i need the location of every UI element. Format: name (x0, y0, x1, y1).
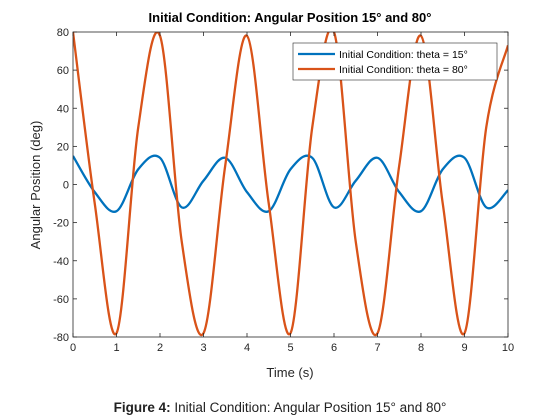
caption-label: Figure 4: (113, 400, 171, 415)
x-tick-label: 9 (461, 342, 467, 354)
y-tick-label: 20 (57, 141, 69, 153)
x-tick-label: 7 (374, 342, 380, 354)
axes-layer: 0 1 2 3 4 5 6 7 8 9 10 -80 -60 -40 -20 0 20 40 60 80 (53, 27, 514, 354)
x-tick-label: 5 (287, 342, 293, 354)
x-axis-label: Time (s) (266, 365, 313, 380)
x-tick-label: 6 (331, 342, 337, 354)
y-tick-label: 60 (57, 65, 69, 77)
series-line-1 (73, 154, 508, 213)
y-axis-label: Angular Position (deg) (28, 121, 43, 250)
legend-entry-1: Initial Condition: theta = 15° (339, 49, 468, 61)
x-tick-label: 0 (70, 342, 76, 354)
caption-text: Initial Condition: Angular Position 15° … (170, 400, 447, 415)
y-tick-label: 0 (63, 180, 69, 192)
chart-title: Initial Condition: Angular Position 15° … (149, 10, 432, 25)
x-tick-label: 8 (418, 342, 424, 354)
y-tick-label: 80 (57, 27, 69, 39)
legend-entry-2: Initial Condition: theta = 80° (339, 64, 468, 76)
angular-position-chart: 0 1 2 3 4 5 6 7 8 9 10 -80 -60 -40 -20 0 20 40 60 80 Initia… (28, 10, 515, 380)
x-tick-label: 10 (502, 342, 514, 354)
y-tick-label: -80 (53, 332, 69, 344)
x-tick-label: 2 (157, 342, 163, 354)
y-tick-label: -20 (53, 218, 69, 230)
y-tick-label: 40 (57, 103, 69, 115)
x-tick-label: 1 (113, 342, 119, 354)
x-tick-label: 4 (244, 342, 250, 354)
y-tick-label: -60 (53, 294, 69, 306)
figure-caption: Figure 4: Initial Condition: Angular Pos… (0, 400, 560, 415)
legend-box (292, 42, 498, 81)
y-tick-label: -40 (53, 256, 69, 268)
x-tick-label: 3 (200, 342, 206, 354)
legend: Initial Condition: theta = 15° Initial Co… (292, 42, 498, 81)
